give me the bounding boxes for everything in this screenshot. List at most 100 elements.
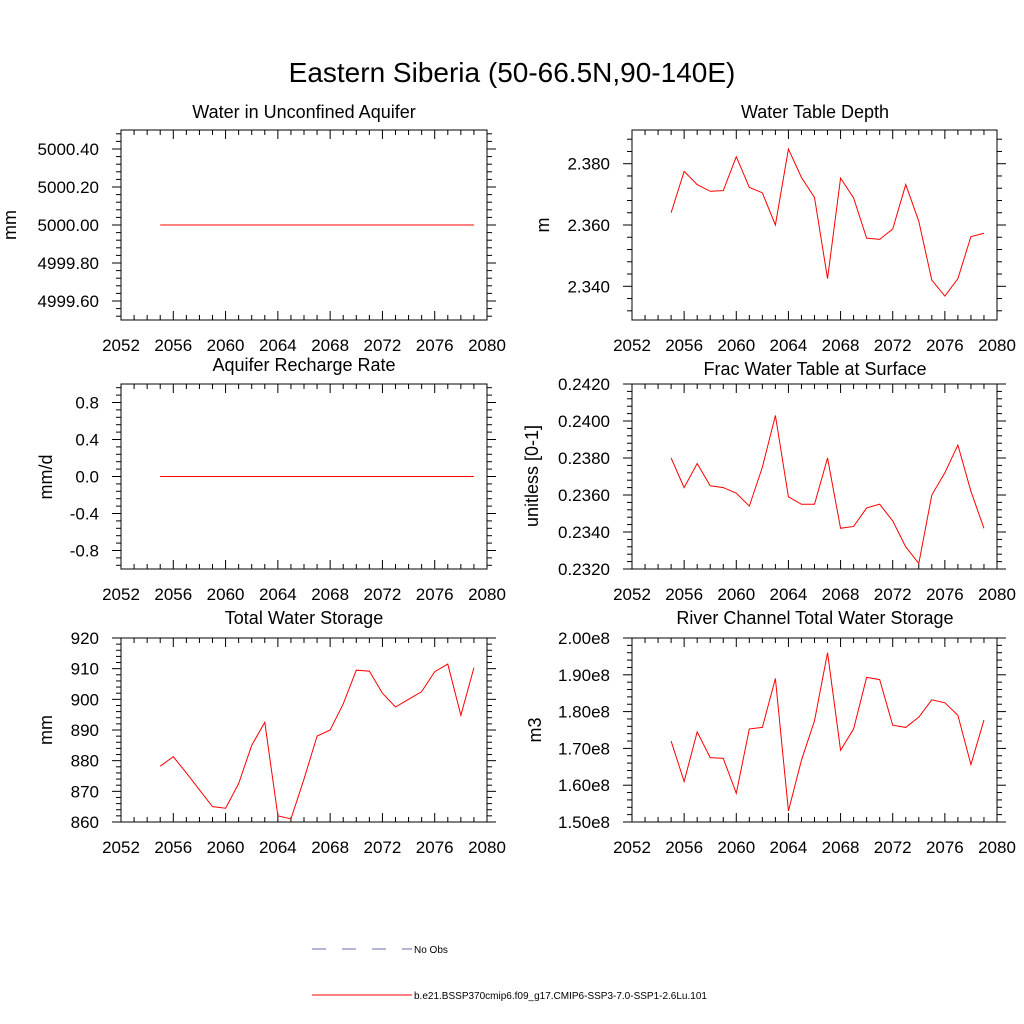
y-tick-label: 2.380: [567, 155, 610, 174]
x-tick-label: 2060: [207, 838, 245, 857]
x-tick-label: 2056: [665, 336, 703, 355]
x-tick-label: 2060: [717, 838, 755, 857]
panel-water-unconfined-aquifer: Water in Unconfined Aquifer mm 2052 2056 2…: [0, 102, 506, 355]
x-tick-label: 2064: [259, 336, 297, 355]
y-tick-label: 5000.40: [38, 140, 99, 159]
x-tick-label: 2052: [102, 585, 140, 604]
x-tick-label: 2068: [311, 585, 349, 604]
y-tick-label: 5000.20: [38, 178, 99, 197]
panel-frac-water-table-surface: Frac Water Table at Surface unitless [0-…: [522, 359, 1016, 604]
x-tick-label: 2080: [978, 336, 1016, 355]
y-tick-label: 2.360: [567, 216, 610, 235]
y-tick-label: 0.8: [75, 394, 99, 413]
legend-obs-label: No Obs: [414, 945, 448, 956]
panel-title: Water Table Depth: [741, 102, 889, 122]
y-tick-label: -0.4: [70, 505, 99, 524]
y-tick-label: 0.2400: [558, 412, 610, 431]
panel-title: Water in Unconfined Aquifer: [192, 102, 415, 122]
y-tick-label: 0.0: [75, 468, 99, 487]
x-tick-label: 2080: [468, 585, 506, 604]
y-tick-label: 4999.60: [38, 292, 99, 311]
panel-title: Frac Water Table at Surface: [703, 359, 926, 379]
y-tick-label: 1.80e8: [558, 703, 610, 722]
panel-title: Aquifer Recharge Rate: [212, 355, 395, 375]
x-tick-label: 2068: [822, 838, 860, 857]
x-tick-label: 2072: [364, 336, 402, 355]
x-tick-label: 2072: [364, 838, 402, 857]
y-tick-label: 4999.80: [38, 254, 99, 273]
plot-frame: [631, 637, 998, 823]
x-tick-label: 2056: [665, 838, 703, 857]
x-tick-label: 2060: [717, 336, 755, 355]
series-line: [670, 415, 985, 565]
y-tick-label: 870: [71, 782, 99, 801]
x-tick-label: 2080: [978, 585, 1016, 604]
y-tick-label: 880: [71, 752, 99, 771]
x-tick-label: 2056: [665, 585, 703, 604]
x-tick-label: 2052: [613, 585, 651, 604]
y-axis-label: unitless [0-1]: [522, 425, 542, 527]
y-tick-label: 0.2380: [558, 449, 610, 468]
x-tick-label: 2064: [770, 585, 808, 604]
y-tick-label: 0.4: [75, 431, 99, 450]
x-tick-label: 2080: [978, 838, 1016, 857]
y-tick-label: -0.8: [70, 542, 99, 561]
plot-frame: [631, 129, 998, 321]
legend-model-label: b.e21.BSSP370cmip6.f09_g17.CMIP6-SSP3-7.…: [414, 991, 707, 1002]
y-tick-label: 0.2340: [558, 523, 610, 542]
y-axis-label: m: [533, 218, 553, 233]
x-tick-label: 2080: [468, 838, 506, 857]
y-axis-label: mm: [0, 210, 20, 240]
x-tick-label: 2068: [822, 336, 860, 355]
x-tick-label: 2068: [311, 336, 349, 355]
y-tick-label: 860: [71, 813, 99, 832]
y-tick-label: 1.90e8: [558, 666, 610, 685]
x-tick-label: 2072: [874, 585, 912, 604]
panel-title: Total Water Storage: [225, 608, 383, 628]
x-tick-label: 2068: [311, 838, 349, 857]
x-tick-label: 2052: [102, 838, 140, 857]
plot-frame: [120, 637, 488, 823]
x-tick-label: 2064: [770, 336, 808, 355]
y-tick-label: 2.00e8: [558, 629, 610, 648]
x-tick-label: 2056: [154, 585, 192, 604]
x-tick-label: 2080: [468, 336, 506, 355]
y-axis-label: mm: [36, 715, 56, 745]
y-tick-label: 910: [71, 660, 99, 679]
x-tick-label: 2072: [874, 336, 912, 355]
x-tick-label: 2076: [416, 838, 454, 857]
series-line: [670, 147, 985, 297]
y-tick-label: 900: [71, 690, 99, 709]
x-tick-label: 2076: [926, 838, 964, 857]
y-tick-label: 0.2420: [558, 375, 610, 394]
y-tick-label: 0.2360: [558, 486, 610, 505]
x-tick-label: 2076: [926, 336, 964, 355]
x-tick-label: 2076: [926, 585, 964, 604]
x-tick-label: 2060: [207, 336, 245, 355]
series-line: [159, 663, 475, 820]
y-tick-label: 1.60e8: [558, 776, 610, 795]
x-tick-label: 2052: [613, 336, 651, 355]
x-tick-label: 2068: [822, 585, 860, 604]
y-tick-label: 890: [71, 721, 99, 740]
panel-title: River Channel Total Water Storage: [676, 608, 953, 628]
y-tick-label: 2.340: [567, 277, 610, 296]
x-tick-label: 2056: [154, 838, 192, 857]
y-tick-label: 1.70e8: [558, 739, 610, 758]
x-tick-label: 2064: [259, 838, 297, 857]
x-tick-label: 2060: [717, 585, 755, 604]
y-tick-label: 920: [71, 629, 99, 648]
x-tick-label: 2064: [770, 838, 808, 857]
x-tick-label: 2072: [364, 585, 402, 604]
x-tick-label: 2076: [416, 336, 454, 355]
x-tick-label: 2076: [416, 585, 454, 604]
y-tick-label: 5000.00: [38, 216, 99, 235]
y-tick-label: 1.50e8: [558, 813, 610, 832]
legend: No Obs b.e21.BSSP370cmip6.f09_g17.CMIP6-…: [312, 945, 707, 1002]
panel-water-table-depth: Water Table Depth m 2052 2056 2060 2064 2068…: [533, 102, 1016, 355]
panel-aquifer-recharge-rate: Aquifer Recharge Rate mm/d 2052 2056 2060 2…: [36, 355, 506, 604]
y-tick-label: 0.2320: [558, 560, 610, 579]
x-tick-label: 2072: [874, 838, 912, 857]
x-tick-label: 2056: [154, 336, 192, 355]
